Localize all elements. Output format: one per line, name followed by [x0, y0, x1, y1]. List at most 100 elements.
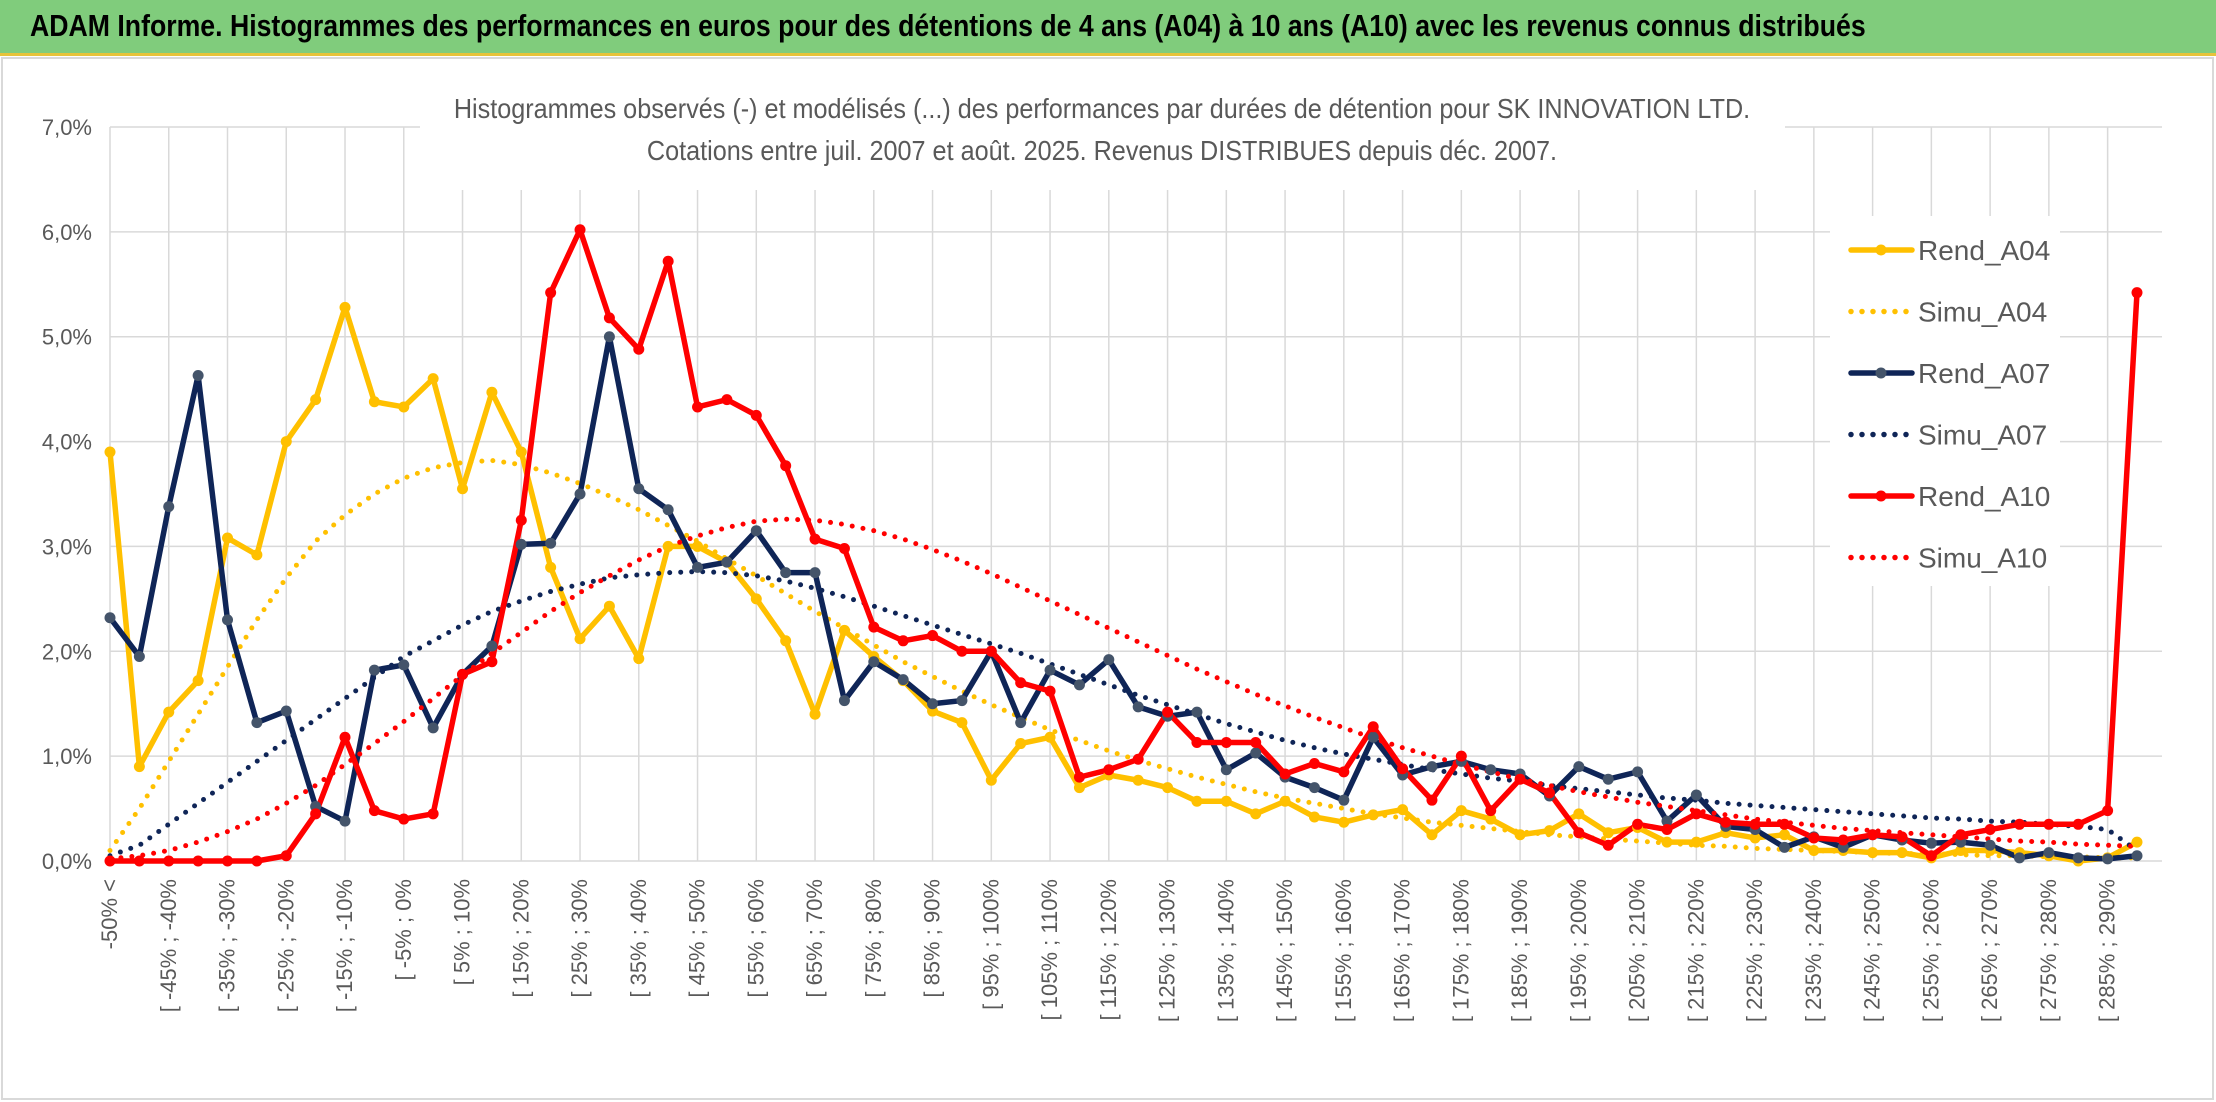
marker [1573, 761, 1585, 773]
title-background [420, 80, 1785, 190]
marker [368, 396, 380, 408]
marker [104, 855, 116, 867]
x-tick-label: [ 5% ; 10% [450, 879, 475, 985]
marker [1778, 829, 1790, 841]
marker [897, 635, 909, 647]
marker [2043, 847, 2055, 859]
x-tick-label: [ 255% ; 260% [1918, 879, 1943, 1022]
marker [985, 774, 997, 786]
marker [1925, 850, 1937, 862]
series-line [107, 333, 2140, 862]
dotted-line [107, 569, 2140, 859]
marker [1661, 824, 1673, 836]
x-tick-label: [ 275% ; 280% [2036, 879, 2061, 1022]
marker [1426, 761, 1438, 773]
marker [1132, 753, 1144, 765]
marker [2131, 836, 2143, 848]
marker [662, 504, 674, 516]
marker [809, 533, 821, 545]
marker [1955, 829, 1967, 841]
marker [192, 370, 204, 382]
x-tick-label: [ 15% ; 20% [508, 879, 533, 998]
marker [2013, 852, 2025, 864]
marker [192, 675, 204, 687]
marker [1778, 841, 1790, 853]
marker [1455, 750, 1467, 762]
marker [1896, 831, 1908, 843]
marker [280, 850, 292, 862]
x-tick-label: [ 285% ; 290% [2095, 879, 2120, 1022]
x-tick-label: [ 155% ; 160% [1331, 879, 1356, 1022]
legend-label: Simu_A10 [1918, 543, 2047, 574]
x-tick-label: [ -5% ; 0% [391, 879, 416, 980]
legend-background [1830, 216, 2060, 586]
y-tick-label: 3,0% [42, 534, 92, 559]
marker [2072, 852, 2084, 864]
y-tick-label: 4,0% [42, 430, 92, 455]
marker [1162, 706, 1174, 718]
marker [1485, 813, 1497, 825]
marker [222, 855, 234, 867]
marker [2013, 818, 2025, 830]
marker [897, 674, 909, 686]
x-tick-label: [ 125% ; 130% [1155, 879, 1180, 1022]
marker [1338, 816, 1350, 828]
marker [1602, 839, 1614, 851]
marker [956, 717, 968, 729]
x-tick-label: [ -15% ; -10% [332, 879, 357, 1012]
marker [1367, 809, 1379, 821]
marker [692, 401, 704, 413]
marker [1191, 795, 1203, 807]
marker [1984, 824, 1996, 836]
marker [1514, 773, 1526, 785]
marker [1220, 795, 1232, 807]
marker [1925, 837, 1937, 849]
marker [1367, 721, 1379, 733]
marker [780, 635, 792, 647]
marker [1397, 763, 1409, 775]
marker [515, 514, 527, 526]
marker [633, 483, 645, 495]
marker [1367, 731, 1379, 743]
marker [1132, 774, 1144, 786]
marker [339, 301, 351, 313]
marker [222, 614, 234, 626]
x-tick-label: [ 195% ; 200% [1566, 879, 1591, 1022]
x-tick-label: [ -35% ; -30% [215, 879, 240, 1012]
x-tick-label: -50% < [97, 879, 122, 949]
marker [280, 705, 292, 717]
marker [2102, 853, 2114, 865]
x-tick-label: [ 225% ; 230% [1742, 879, 1767, 1022]
marker [838, 543, 850, 555]
marker [2131, 850, 2143, 862]
marker [1426, 829, 1438, 841]
legend-label: Rend_A10 [1918, 481, 2050, 512]
marker [398, 659, 410, 671]
x-tick-label: [ -25% ; -20% [273, 879, 298, 1012]
marker [1543, 787, 1555, 799]
marker [838, 624, 850, 636]
legend-label: Rend_A07 [1918, 358, 2050, 389]
marker [1250, 737, 1262, 749]
marker [1602, 827, 1614, 839]
y-tick-label: 2,0% [42, 639, 92, 664]
x-tick-label: [ 95% ; 100% [978, 879, 1003, 1010]
marker [1338, 794, 1350, 806]
marker [251, 549, 263, 561]
series-line [107, 227, 2140, 864]
marker [398, 813, 410, 825]
x-tick-label: [ 245% ; 250% [1860, 879, 1885, 1022]
marker [868, 656, 880, 668]
x-tick-label: [ 235% ; 240% [1801, 879, 1826, 1022]
marker [515, 538, 527, 550]
marker [251, 717, 263, 729]
marker [486, 386, 498, 398]
marker [1602, 773, 1614, 785]
x-tick-label: [ 105% ; 110% [1037, 879, 1062, 1020]
marker [574, 224, 586, 236]
marker [486, 656, 498, 668]
marker [133, 855, 145, 867]
marker [427, 722, 439, 734]
dotted-line [107, 516, 2140, 862]
marker [750, 525, 762, 537]
